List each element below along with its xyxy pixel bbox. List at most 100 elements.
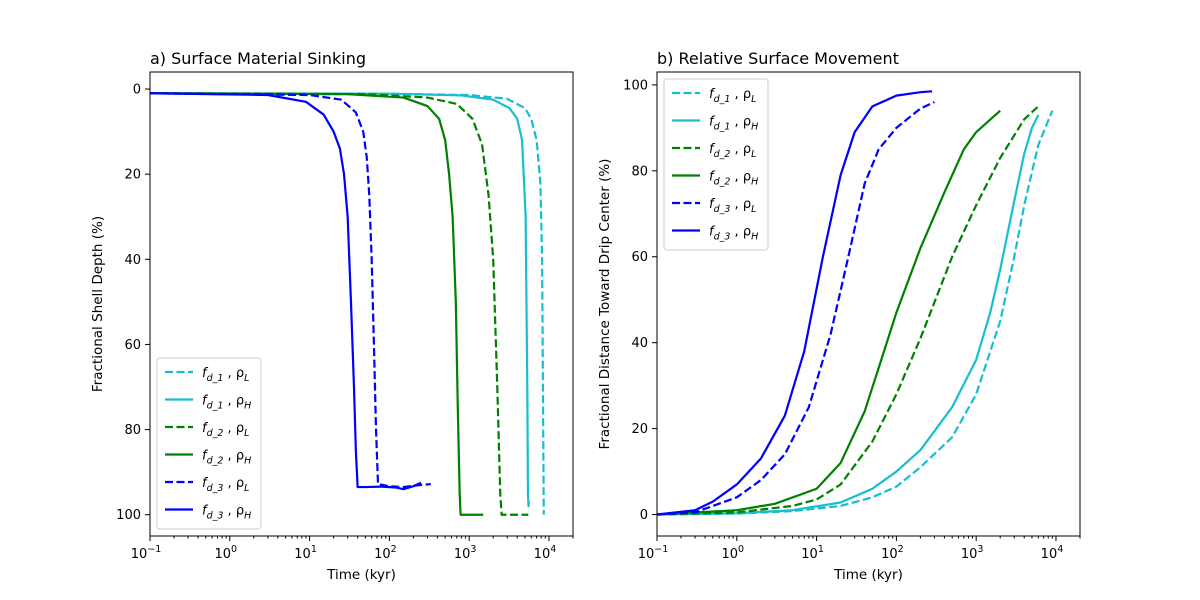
legend-separator: , [730, 197, 742, 212]
x-tick-exponent: 0 [231, 544, 237, 555]
x-tick-label: 10−1 [131, 544, 162, 562]
x-tick-exponent: −1 [654, 544, 668, 555]
x-tick-label: 103 [454, 544, 477, 562]
legend-name-sub: d_1 [714, 122, 731, 133]
legend-name-main: f [709, 115, 716, 130]
legend-entry: fd_2 , ρL [202, 421, 249, 439]
x-tick-base: 10 [881, 547, 898, 562]
legend-name-main: f [709, 170, 716, 185]
x-tick-label: 101 [294, 544, 317, 562]
legend-name-rho-sub: H [751, 232, 758, 243]
legend-name-rho-sub: L [751, 94, 756, 105]
legend-entry: fd_1 , ρH [202, 394, 251, 412]
legend-name-main: f [202, 449, 209, 464]
chart-title: b) Relative Surface Movement [657, 49, 899, 68]
x-axis-label: Time (kyr) [326, 567, 396, 583]
x-tick-label: 104 [1041, 544, 1064, 562]
legend-name-sub: d_2 [207, 428, 224, 439]
y-axis-label: Fractional Distance Toward Drip Center (… [597, 159, 613, 450]
series-line-d3-L [657, 101, 935, 516]
series-line-d1-L [657, 110, 1054, 516]
legend-name-sub: d_3 [714, 204, 731, 215]
legend-name-main: f [709, 225, 716, 240]
legend-name-rho: ρ [236, 421, 244, 436]
legend-separator: , [223, 476, 235, 491]
x-tick-label: 103 [961, 544, 984, 562]
y-axis-label: Fractional Shell Depth (%) [90, 216, 106, 392]
chart-title: a) Surface Material Sinking [150, 49, 366, 68]
x-tick-base: 10 [131, 547, 148, 562]
legend-name-sub: d_2 [207, 456, 224, 467]
x-tick-label: 101 [801, 544, 824, 562]
x-tick-label: 104 [534, 544, 557, 562]
series-line-d3-H [150, 92, 422, 491]
legend-name-main: f [202, 504, 209, 519]
legend-entry: fd_2 , ρH [202, 449, 251, 467]
legend-separator: , [223, 366, 235, 381]
x-tick-exponent: 3 [470, 544, 476, 555]
x-tick-exponent: 1 [818, 544, 824, 555]
y-axis: 0 20 40 60 80 100 [623, 78, 657, 523]
y-tick-label: 100 [623, 78, 648, 93]
series-line-d2-H [657, 109, 1001, 516]
legend-separator: , [730, 225, 742, 240]
legend-entry: fd_2 , ρL [709, 142, 756, 160]
legend-name-main: f [709, 142, 716, 157]
legend-separator: , [223, 449, 235, 464]
x-tick-base: 10 [1041, 547, 1058, 562]
legend-name-rho-sub: H [244, 511, 251, 522]
y-tick-label: 20 [124, 168, 141, 183]
y-axis: 0 20 40 60 80 100 [116, 83, 150, 523]
x-axis: 10−1 100 101 102 103 104 [638, 536, 1081, 562]
x-tick-base: 10 [454, 547, 471, 562]
legend-name-rho: ρ [236, 394, 244, 409]
y-tick-label: 20 [631, 422, 648, 437]
legend-name-main: f [709, 197, 716, 212]
legend-name-sub: d_3 [207, 483, 224, 494]
legend-name-main: f [202, 421, 209, 436]
y-tick-label: 80 [124, 423, 141, 438]
series-line-d2-H [150, 92, 484, 516]
series-line-d2-L [657, 105, 1040, 516]
x-tick-label: 102 [881, 544, 904, 562]
legend-name-rho: ρ [743, 225, 751, 240]
y-tick-label: 60 [631, 250, 648, 265]
x-tick-exponent: 3 [977, 544, 983, 555]
legend-entry: fd_1 , ρL [709, 87, 756, 105]
x-tick-exponent: 4 [1057, 544, 1063, 555]
plot-frame [149, 71, 574, 537]
legend-name-rho-sub: H [751, 122, 758, 133]
x-tick-base: 10 [294, 547, 311, 562]
y-tick-label: 100 [116, 508, 141, 523]
x-tick-label: 102 [374, 544, 397, 562]
legend-name-main: f [202, 394, 209, 409]
legend-name-rho-sub: H [244, 456, 251, 467]
legend-name-main: f [709, 87, 716, 102]
legend-name-rho-sub: L [751, 149, 756, 160]
legend-separator: , [223, 394, 235, 409]
x-tick-base: 10 [961, 547, 978, 562]
legend-name-sub: d_2 [714, 149, 731, 160]
x-tick-label: 10−1 [638, 544, 669, 562]
legend-separator: , [730, 170, 742, 185]
legend-separator: , [730, 115, 742, 130]
series-line-d1-H [150, 92, 530, 508]
x-tick-base: 10 [374, 547, 391, 562]
legend-name-rho-sub: H [244, 401, 251, 412]
legend-name-main: f [202, 476, 209, 491]
x-tick-base: 10 [534, 547, 551, 562]
x-tick-exponent: −1 [147, 544, 161, 555]
x-tick-base: 10 [638, 547, 655, 562]
legend-separator: , [730, 87, 742, 102]
x-tick-label: 100 [721, 544, 744, 562]
legend-entry: fd_3 , ρL [202, 476, 249, 494]
x-tick-exponent: 0 [738, 544, 744, 555]
legend-name-rho: ρ [236, 504, 244, 519]
x-tick-exponent: 2 [391, 544, 397, 555]
series-group [657, 90, 1054, 516]
legend-entry: fd_1 , ρL [202, 366, 249, 384]
y-tick-label: 80 [631, 164, 648, 179]
